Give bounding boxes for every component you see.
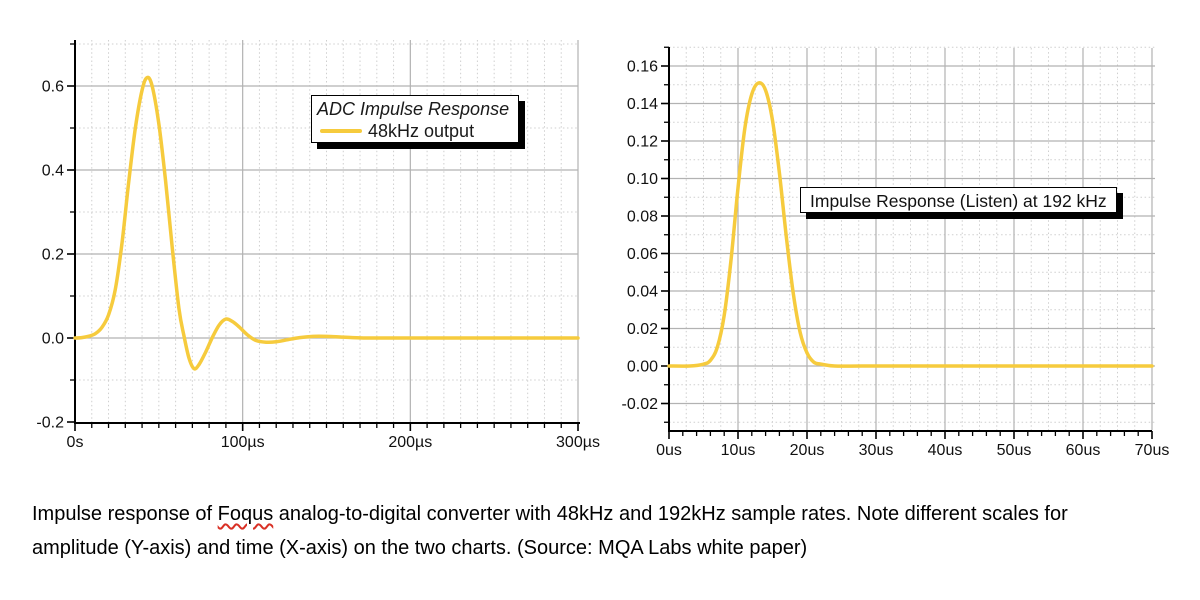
right-chart-title: Impulse Response (Listen) at 192 kHz	[800, 187, 1117, 213]
y-tick-label: -0.2	[36, 415, 64, 432]
y-tick-label: 0.4	[42, 163, 64, 180]
legend-title: ADC Impulse Response	[317, 99, 510, 119]
y-tick-label: -0.02	[622, 396, 659, 413]
y-tick-label: 0.16	[627, 59, 658, 76]
adc-48khz-series-line	[73, 75, 580, 371]
y-tick-label: 0.0	[42, 331, 64, 348]
figure-caption: Impulse response of Foqus analog-to-digi…	[32, 497, 1177, 565]
y-tick-label: 0.04	[627, 284, 658, 301]
caption-text-post: analog-to-digital converter with 48kHz a…	[273, 503, 1068, 525]
series-line-swatch	[320, 129, 362, 133]
caption-line-1: Impulse response of Foqus analog-to-digi…	[32, 497, 1177, 531]
y-tick-label: 0.00	[627, 359, 658, 376]
x-tick-label: 100µs	[221, 434, 265, 451]
x-tick-label: 60us	[1066, 442, 1101, 459]
adc-48khz-chart: 0.6 0.4 0.2 0.0 -0.20s 100µs 200µs 300µs	[36, 40, 600, 451]
y-tick-label: 0.6	[42, 79, 64, 96]
x-tick-label: 200µs	[388, 434, 432, 451]
x-tick-label: 0s	[67, 434, 84, 451]
legend-entry: 48kHz output	[317, 120, 514, 142]
y-tick-label: 0.12	[627, 134, 658, 151]
left-chart-legend: ADC Impulse Response 48kHz output	[311, 95, 519, 143]
series-label: 48kHz output	[368, 121, 475, 141]
caption-line-2: amplitude (Y-axis) and time (X-axis) on …	[32, 537, 808, 559]
x-tick-label: 40us	[928, 442, 963, 459]
y-tick-label: 0.10	[627, 171, 658, 188]
listen-192khz-series-line	[667, 81, 1154, 368]
y-tick-label: 0.02	[627, 321, 658, 338]
caption-text-pre: Impulse response of	[32, 503, 218, 525]
x-tick-label: 300µs	[556, 434, 600, 451]
x-tick-label: 0us	[656, 442, 682, 459]
misspelled-word: Foqus	[217, 503, 274, 525]
x-tick-label: 20us	[790, 442, 825, 459]
x-tick-label: 70us	[1135, 442, 1170, 459]
x-tick-label: 50us	[997, 442, 1032, 459]
x-tick-label: 30us	[859, 442, 894, 459]
y-tick-label: 0.08	[627, 209, 658, 226]
x-tick-label: 10us	[721, 442, 756, 459]
listen-192khz-chart: 0.16 0.14 0.12 0.10 0.08 0.06 0.04 0.02 0.00 -0.0…	[622, 46, 1170, 459]
y-tick-label: 0.06	[627, 246, 658, 263]
y-tick-label: 0.2	[42, 247, 64, 264]
y-tick-label: 0.14	[627, 96, 658, 113]
